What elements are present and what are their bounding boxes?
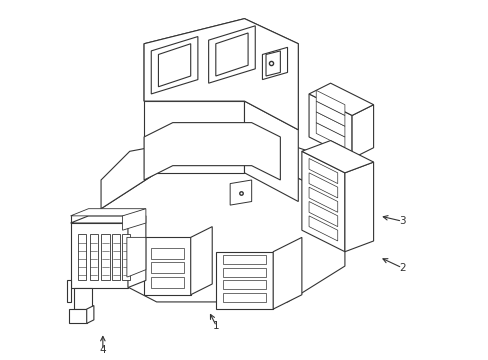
Polygon shape xyxy=(89,234,98,280)
Polygon shape xyxy=(308,158,337,184)
Polygon shape xyxy=(151,277,183,288)
Polygon shape xyxy=(70,209,145,216)
Polygon shape xyxy=(208,26,255,83)
Polygon shape xyxy=(144,237,190,295)
Polygon shape xyxy=(215,252,273,309)
Text: 1: 1 xyxy=(213,321,220,331)
Polygon shape xyxy=(308,187,337,212)
Polygon shape xyxy=(70,216,145,223)
Polygon shape xyxy=(122,234,130,280)
Polygon shape xyxy=(151,248,183,259)
Polygon shape xyxy=(344,162,373,252)
Polygon shape xyxy=(70,223,128,288)
Polygon shape xyxy=(316,90,344,116)
Polygon shape xyxy=(244,101,298,202)
Polygon shape xyxy=(101,130,344,209)
Polygon shape xyxy=(308,83,373,116)
Polygon shape xyxy=(112,234,120,280)
Polygon shape xyxy=(316,112,344,137)
Text: 3: 3 xyxy=(398,216,405,226)
Polygon shape xyxy=(273,237,301,309)
Polygon shape xyxy=(158,44,190,87)
Polygon shape xyxy=(151,37,198,94)
Polygon shape xyxy=(316,101,344,126)
Polygon shape xyxy=(144,123,280,180)
Polygon shape xyxy=(223,268,265,277)
Polygon shape xyxy=(126,237,145,277)
Polygon shape xyxy=(215,33,247,76)
Polygon shape xyxy=(230,180,251,205)
Polygon shape xyxy=(301,151,344,252)
Polygon shape xyxy=(308,173,337,198)
Polygon shape xyxy=(190,226,212,295)
Text: 2: 2 xyxy=(398,263,405,273)
Polygon shape xyxy=(144,19,298,130)
Polygon shape xyxy=(308,94,351,158)
Polygon shape xyxy=(101,173,344,302)
Polygon shape xyxy=(78,234,86,280)
Polygon shape xyxy=(316,123,344,148)
Polygon shape xyxy=(144,101,244,173)
Polygon shape xyxy=(128,216,145,288)
Polygon shape xyxy=(74,288,92,309)
Polygon shape xyxy=(351,105,373,158)
Polygon shape xyxy=(223,280,265,289)
Text: 4: 4 xyxy=(100,345,106,355)
Polygon shape xyxy=(122,209,145,230)
Polygon shape xyxy=(308,202,337,226)
Polygon shape xyxy=(223,293,265,302)
Polygon shape xyxy=(86,306,94,323)
Polygon shape xyxy=(144,19,298,130)
Polygon shape xyxy=(101,234,109,280)
Polygon shape xyxy=(223,255,265,264)
Polygon shape xyxy=(265,51,280,76)
Polygon shape xyxy=(308,216,337,241)
Polygon shape xyxy=(151,262,183,273)
Polygon shape xyxy=(69,309,86,323)
Polygon shape xyxy=(67,280,70,302)
Polygon shape xyxy=(262,47,287,80)
Polygon shape xyxy=(301,140,373,173)
